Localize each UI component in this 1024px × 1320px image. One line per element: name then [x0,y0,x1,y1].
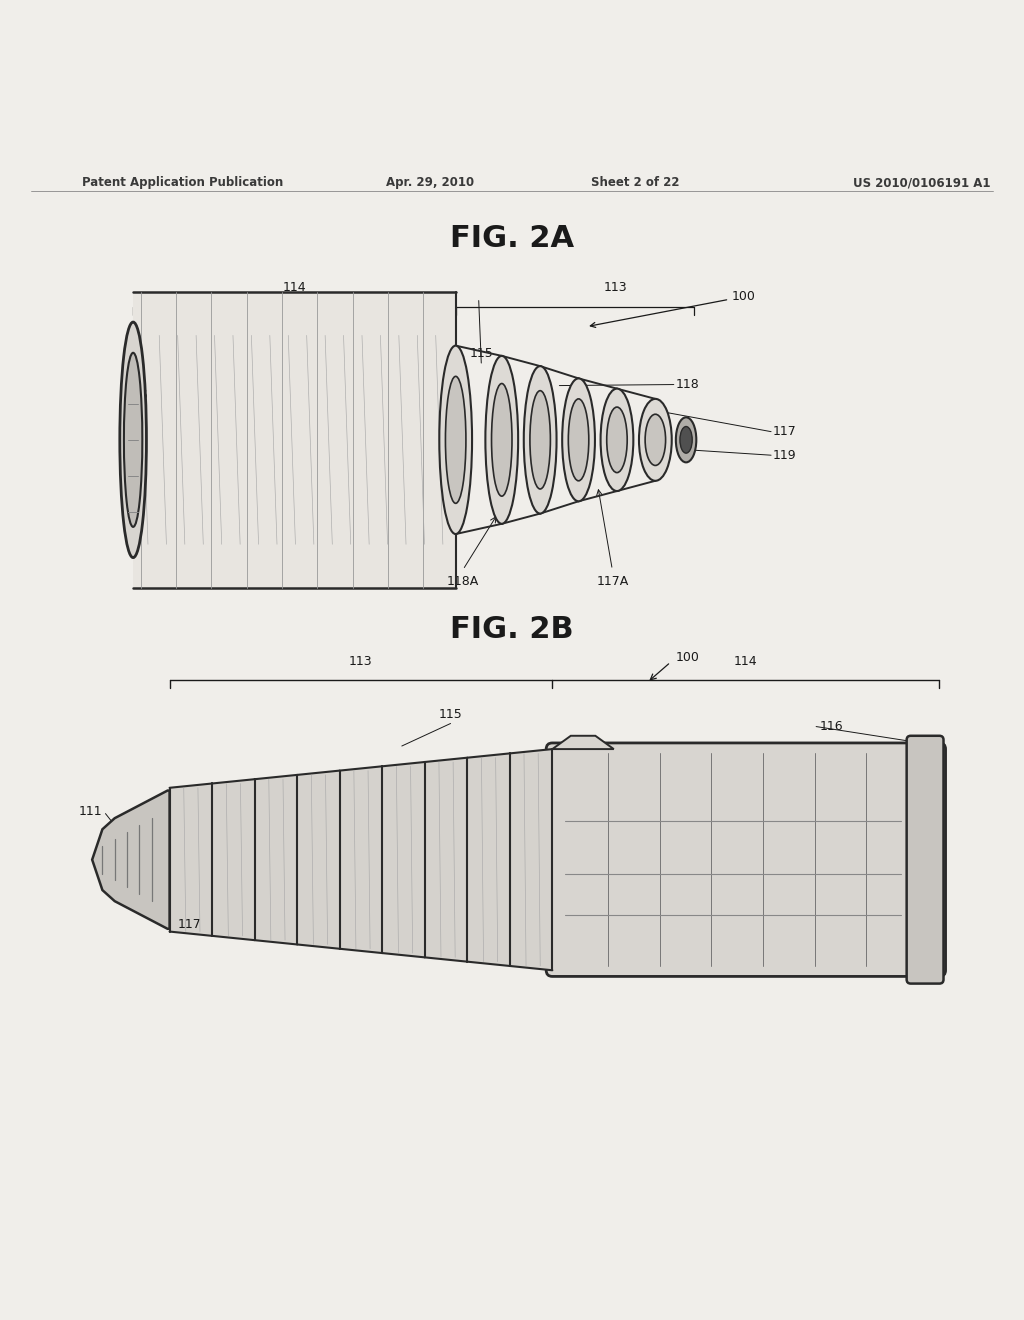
Text: 114: 114 [283,281,306,294]
Ellipse shape [523,366,557,513]
Text: Patent Application Publication: Patent Application Publication [82,177,284,189]
Text: US 2010/0106191 A1: US 2010/0106191 A1 [853,177,990,189]
Ellipse shape [639,399,672,480]
Polygon shape [170,748,552,970]
Text: 111: 111 [79,805,102,818]
Text: Apr. 29, 2010: Apr. 29, 2010 [386,177,474,189]
Text: 116: 116 [125,389,148,403]
Text: 119: 119 [773,449,797,462]
Ellipse shape [445,376,466,503]
Ellipse shape [645,414,666,466]
Text: 117A: 117A [596,576,629,587]
Text: Sheet 2 of 22: Sheet 2 of 22 [591,177,679,189]
Ellipse shape [568,399,589,480]
Text: 116: 116 [819,721,843,733]
Polygon shape [212,779,255,940]
Ellipse shape [485,356,518,524]
Ellipse shape [120,322,146,557]
Text: 113: 113 [604,281,628,294]
Polygon shape [382,762,425,957]
Ellipse shape [600,388,633,491]
Text: 113: 113 [349,655,373,668]
Text: FIG. 2B: FIG. 2B [451,615,573,644]
Polygon shape [297,771,340,949]
Polygon shape [552,735,613,748]
Text: 118A: 118A [446,576,479,587]
Polygon shape [510,748,552,970]
Text: 100: 100 [591,290,756,327]
Text: 100: 100 [676,652,699,664]
Ellipse shape [439,346,472,535]
Ellipse shape [443,352,468,527]
Polygon shape [170,784,212,936]
Ellipse shape [530,391,551,488]
Polygon shape [467,754,510,966]
Ellipse shape [606,407,627,473]
Ellipse shape [680,426,692,453]
Polygon shape [255,775,297,945]
Polygon shape [425,758,467,962]
Polygon shape [340,767,382,953]
Text: 118: 118 [676,378,699,391]
Ellipse shape [492,384,512,496]
Ellipse shape [562,379,595,502]
Ellipse shape [676,417,696,462]
Polygon shape [133,292,456,587]
Text: 117: 117 [773,425,797,438]
Ellipse shape [124,352,142,527]
Text: FIG. 2A: FIG. 2A [450,223,574,252]
FancyBboxPatch shape [906,735,943,983]
Text: 117: 117 [177,917,202,931]
Text: 114: 114 [734,655,758,668]
Text: 115: 115 [469,347,494,360]
FancyBboxPatch shape [546,743,945,977]
Polygon shape [92,791,170,929]
Text: 115: 115 [438,709,463,722]
